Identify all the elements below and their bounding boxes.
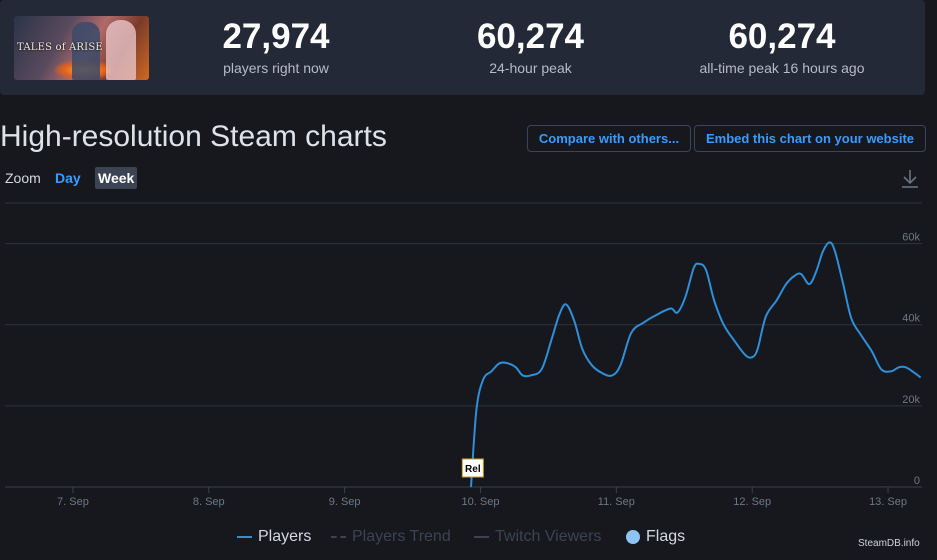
legend-item-trend[interactable]: Players Trend [331, 525, 451, 549]
trend-swatch-icon [331, 535, 346, 538]
zoom-week-button[interactable]: Week [95, 167, 138, 189]
game-thumbnail[interactable]: TALES of ARISE [14, 16, 149, 80]
x-tick-label: 13. Sep [869, 496, 907, 508]
compare-button[interactable]: Compare with others... [527, 125, 691, 152]
chart-grid [5, 202, 922, 493]
chart-legend: Players Players Trend Twitch Viewers Fla… [0, 525, 937, 549]
all-time-peak-value: 60,274 [728, 17, 836, 56]
x-tick-label: 12. Sep [733, 496, 771, 508]
legend-flags-label: Flags [646, 528, 686, 545]
legend-players-label: Players [258, 528, 312, 545]
x-tick-label: 11. Sep [598, 496, 635, 508]
stat-players-now: 27,974 players right now [196, 17, 356, 77]
players-now-value: 27,974 [222, 17, 330, 56]
download-icon[interactable] [900, 168, 920, 190]
x-tick-label: 8. Sep [193, 496, 225, 508]
thumbnail-character-left [72, 22, 100, 80]
release-flag[interactable]: Rel [461, 458, 484, 478]
flag-label: Rel [465, 464, 481, 475]
game-logo-text: TALES of ARISE [17, 42, 103, 53]
peak-24h-value: 60,274 [476, 17, 585, 56]
y-tick-label: 0 [914, 475, 920, 487]
credit-text[interactable]: SteamDB.info [858, 538, 920, 549]
x-tick-label: 9. Sep [329, 496, 361, 508]
embed-chart-button[interactable]: Embed this chart on your website [694, 125, 926, 152]
stat-all-time-peak: 60,274 all-time peak 16 hours ago [682, 17, 882, 77]
y-tick-label: 60k [902, 232, 920, 244]
legend-item-players[interactable]: Players [237, 525, 311, 549]
zoom-day-button[interactable]: Day [55, 170, 81, 186]
legend-item-flags[interactable]: Flags [626, 525, 685, 549]
series-line-players[interactable] [470, 241, 922, 488]
all-time-peak-label: all-time peak 16 hours ago [699, 60, 865, 76]
x-tick-label: 7. Sep [57, 496, 89, 508]
twitch-swatch-icon [474, 535, 489, 538]
y-tick-label: 40k [902, 313, 920, 325]
player-chart[interactable]: 0 20k 40k 60k 7. Sep 8. Sep 9. Sep 10. Sep 11. … [0, 195, 937, 520]
stats-bar: TALES of ARISE 27,974 players right now … [0, 0, 925, 95]
flag-box[interactable] [461, 458, 484, 478]
legend-item-twitch[interactable]: Twitch Viewers [474, 525, 601, 549]
legend-trend-label: Players Trend [352, 528, 451, 545]
peak-24h-label: 24-hour peak [489, 60, 572, 76]
page-title: High-resolution Steam charts [0, 120, 387, 153]
legend-twitch-label: Twitch Viewers [495, 528, 602, 545]
y-axis-labels: 0 20k 40k 60k [902, 232, 920, 487]
stat-24h-peak: 60,274 24-hour peak [448, 17, 613, 77]
zoom-label: Zoom [5, 170, 41, 186]
players-swatch-icon [237, 535, 252, 538]
x-tick-label: 10. Sep [462, 496, 500, 508]
y-tick-label: 20k [902, 394, 920, 406]
players-now-label: players right now [223, 60, 329, 76]
thumbnail-character-right [106, 20, 136, 80]
flags-swatch-icon [626, 529, 640, 544]
x-axis-labels: 7. Sep 8. Sep 9. Sep 10. Sep 11. Sep 12. Sep 1… [57, 496, 907, 508]
